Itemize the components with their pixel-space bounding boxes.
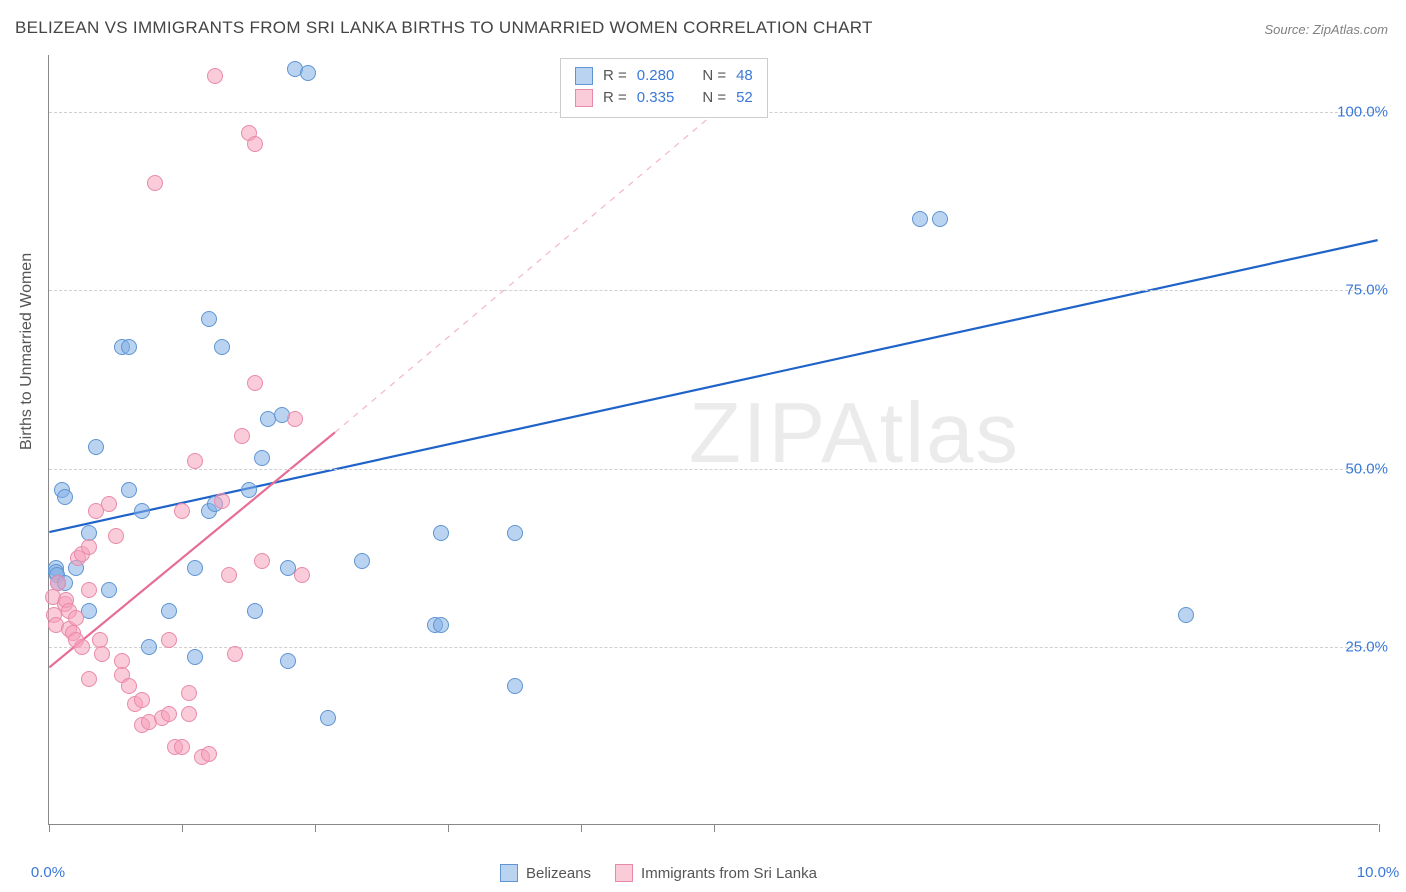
- scatter-point-series-0: [320, 710, 336, 726]
- scatter-point-series-1: [287, 411, 303, 427]
- stats-row-series-0: R = 0.280 N = 48: [575, 65, 753, 87]
- scatter-point-series-0: [433, 525, 449, 541]
- scatter-point-series-1: [68, 610, 84, 626]
- scatter-point-series-0: [187, 560, 203, 576]
- x-tick: [1379, 824, 1380, 832]
- scatter-point-series-1: [254, 553, 270, 569]
- grid-line: [49, 647, 1378, 648]
- legend-item-1: Immigrants from Sri Lanka: [615, 864, 817, 882]
- scatter-point-series-1: [181, 685, 197, 701]
- n-label: N =: [702, 65, 726, 87]
- swatch-legend-0: [500, 864, 518, 882]
- r-value-1: 0.335: [637, 87, 675, 109]
- scatter-point-series-1: [161, 632, 177, 648]
- scatter-point-series-1: [74, 639, 90, 655]
- scatter-point-series-0: [507, 525, 523, 541]
- n-value-1: 52: [736, 87, 753, 109]
- y-tick-label: 25.0%: [1345, 638, 1388, 655]
- scatter-point-series-1: [147, 175, 163, 191]
- scatter-point-series-0: [101, 582, 117, 598]
- y-tick-label: 75.0%: [1345, 282, 1388, 299]
- scatter-point-series-1: [81, 671, 97, 687]
- scatter-point-series-1: [214, 493, 230, 509]
- scatter-point-series-1: [174, 503, 190, 519]
- legend-item-0: Belizeans: [500, 864, 591, 882]
- scatter-point-series-0: [254, 450, 270, 466]
- scatter-point-series-1: [101, 496, 117, 512]
- trend-line: [335, 69, 767, 432]
- scatter-point-series-0: [121, 482, 137, 498]
- x-tick: [581, 824, 582, 832]
- r-label: R =: [603, 65, 627, 87]
- legend-label-0: Belizeans: [526, 865, 591, 882]
- x-tick: [448, 824, 449, 832]
- r-label: R =: [603, 87, 627, 109]
- scatter-point-series-1: [247, 375, 263, 391]
- swatch-legend-1: [615, 864, 633, 882]
- scatter-point-series-0: [88, 439, 104, 455]
- scatter-point-series-1: [234, 428, 250, 444]
- scatter-point-series-1: [161, 706, 177, 722]
- scatter-point-series-1: [207, 68, 223, 84]
- chart-container: BELIZEAN VS IMMIGRANTS FROM SRI LANKA BI…: [0, 0, 1406, 892]
- scatter-point-series-1: [294, 567, 310, 583]
- x-tick: [49, 824, 50, 832]
- grid-line: [49, 290, 1378, 291]
- r-value-0: 0.280: [637, 65, 675, 87]
- swatch-series-1: [575, 89, 593, 107]
- scatter-point-series-1: [227, 646, 243, 662]
- scatter-point-series-0: [280, 653, 296, 669]
- y-tick-label: 50.0%: [1345, 460, 1388, 477]
- stats-row-series-1: R = 0.335 N = 52: [575, 87, 753, 109]
- chart-title: BELIZEAN VS IMMIGRANTS FROM SRI LANKA BI…: [15, 18, 873, 38]
- x-tick: [714, 824, 715, 832]
- scatter-point-series-1: [50, 575, 66, 591]
- grid-line: [49, 469, 1378, 470]
- x-tick: [182, 824, 183, 832]
- scatter-point-series-0: [57, 489, 73, 505]
- scatter-point-series-1: [221, 567, 237, 583]
- scatter-point-series-0: [300, 65, 316, 81]
- scatter-point-series-0: [912, 211, 928, 227]
- scatter-point-series-0: [507, 678, 523, 694]
- scatter-point-series-0: [247, 603, 263, 619]
- x-tick: [315, 824, 316, 832]
- scatter-point-series-1: [121, 678, 137, 694]
- scatter-point-series-1: [108, 528, 124, 544]
- scatter-point-series-0: [932, 211, 948, 227]
- stats-legend-box: R = 0.280 N = 48 R = 0.335 N = 52: [560, 58, 768, 118]
- scatter-point-series-0: [241, 482, 257, 498]
- scatter-point-series-1: [187, 453, 203, 469]
- scatter-point-series-1: [181, 706, 197, 722]
- swatch-series-0: [575, 67, 593, 85]
- scatter-point-series-0: [161, 603, 177, 619]
- scatter-point-series-0: [121, 339, 137, 355]
- plot-area: ZIPAtlas: [48, 55, 1378, 825]
- n-value-0: 48: [736, 65, 753, 87]
- scatter-point-series-1: [94, 646, 110, 662]
- bottom-legend: Belizeans Immigrants from Sri Lanka: [500, 864, 817, 882]
- y-axis-label: Births to Unmarried Women: [18, 253, 36, 450]
- scatter-point-series-0: [141, 639, 157, 655]
- x-tick-label: 0.0%: [31, 864, 65, 881]
- scatter-point-series-0: [433, 617, 449, 633]
- scatter-point-series-1: [247, 136, 263, 152]
- y-tick-label: 100.0%: [1337, 104, 1388, 121]
- scatter-point-series-0: [134, 503, 150, 519]
- scatter-point-series-1: [201, 746, 217, 762]
- scatter-point-series-1: [81, 582, 97, 598]
- x-tick-label: 10.0%: [1357, 864, 1400, 881]
- n-label: N =: [702, 87, 726, 109]
- scatter-point-series-1: [134, 692, 150, 708]
- scatter-point-series-0: [1178, 607, 1194, 623]
- scatter-point-series-1: [81, 539, 97, 555]
- scatter-point-series-1: [174, 739, 190, 755]
- legend-label-1: Immigrants from Sri Lanka: [641, 865, 817, 882]
- scatter-point-series-0: [354, 553, 370, 569]
- source-attribution: Source: ZipAtlas.com: [1264, 22, 1388, 37]
- scatter-point-series-0: [187, 649, 203, 665]
- scatter-point-series-0: [201, 311, 217, 327]
- scatter-point-series-0: [214, 339, 230, 355]
